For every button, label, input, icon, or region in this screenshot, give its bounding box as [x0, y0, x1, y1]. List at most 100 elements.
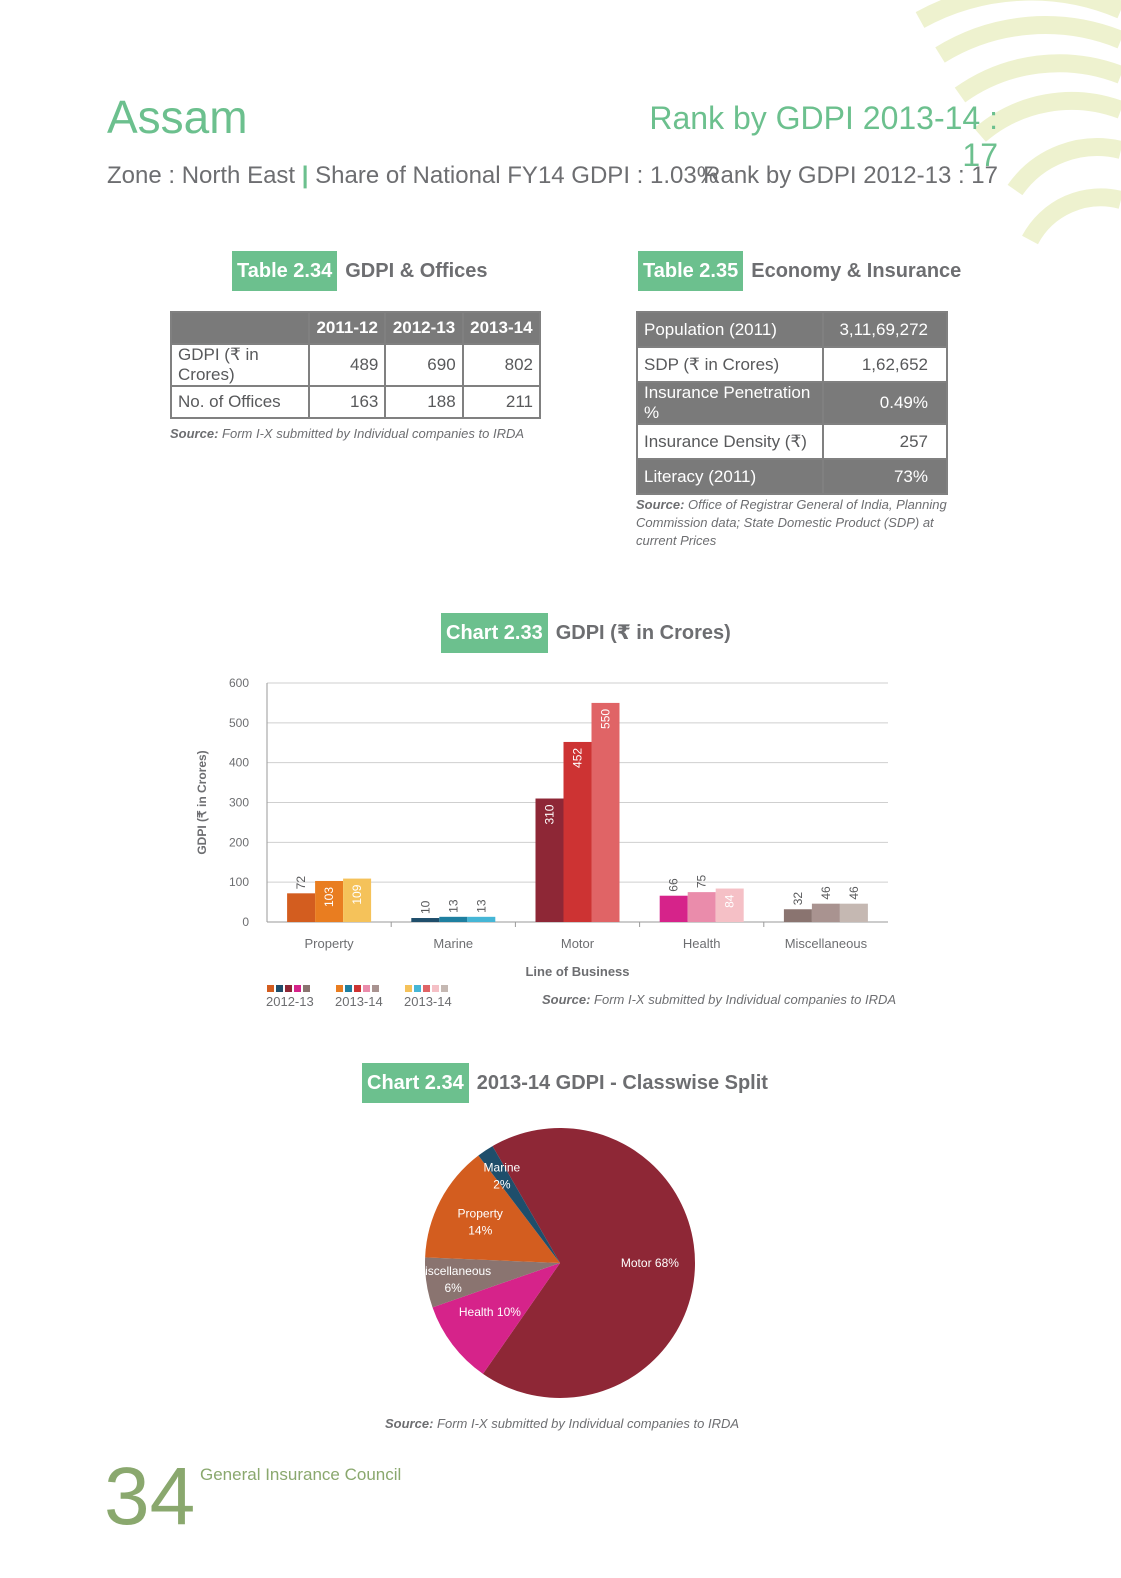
- bar-data-label: 72: [294, 876, 308, 890]
- pie-slice-label: Marine 2%: [484, 1161, 521, 1192]
- source-text: Form I-X submitted by Individual compani…: [222, 426, 525, 441]
- bar-chart-source: Source: Form I-X submitted by Individual…: [542, 991, 896, 1009]
- separator: |: [301, 162, 309, 189]
- x-tick-label: Motor: [561, 936, 595, 951]
- legend-swatch: [405, 985, 412, 992]
- table-gdpi-source: Source: Form I-X submitted by Individual…: [170, 425, 524, 443]
- bar: [783, 909, 812, 922]
- bar-data-label: 46: [819, 886, 833, 900]
- table-header-row: 2011-12 2012-13 2013-14: [170, 311, 542, 345]
- legend-swatch: [285, 985, 292, 992]
- table-gdpi: 2011-12 2012-13 2013-14 GDPI (₹ in Crore…: [170, 311, 542, 419]
- legend-swatch: [294, 985, 301, 992]
- x-axis-title: Line of Business: [525, 964, 629, 979]
- table-cell: 163: [307, 385, 387, 419]
- y-tick-label: 400: [229, 756, 249, 770]
- legend-swatch: [267, 985, 274, 992]
- bar: [563, 741, 592, 922]
- bar-data-label: 103: [322, 887, 336, 907]
- bar: [343, 878, 372, 922]
- decorative-arcs: [915, 0, 1121, 245]
- table-row: GDPI (₹ in Crores) 489 690 802: [170, 343, 542, 387]
- source-text: Form I-X submitted by Individual compani…: [437, 1416, 740, 1431]
- y-tick-label: 200: [229, 835, 249, 849]
- bar-data-label: 84: [723, 894, 737, 908]
- table-header-cell: 2013-14: [461, 311, 542, 345]
- pie-slice-label: Motor 68%: [621, 1256, 679, 1270]
- bar: [839, 903, 868, 922]
- row-label: Population (2011): [636, 311, 824, 348]
- table-economy-caption: Table 2.35 Economy & Insurance: [638, 251, 961, 291]
- table-cell: 802: [461, 343, 542, 387]
- y-tick-label: 0: [242, 915, 249, 929]
- bar: [287, 893, 316, 922]
- y-tick-label: 300: [229, 796, 249, 810]
- legend-swatch: [303, 985, 310, 992]
- legend-swatch: [345, 985, 352, 992]
- pie-slice-label: Miscellaneous 6%: [415, 1264, 491, 1295]
- caption-title: 2013-14 GDPI - Classwise Split: [476, 1072, 768, 1094]
- table-row: Insurance Density (₹) 257: [636, 423, 948, 460]
- pie-chart: Motor 68% Health 10% Miscellaneous 6% Proper…: [415, 1128, 695, 1398]
- x-tick-label: Health: [683, 936, 721, 951]
- row-label: SDP (₹ in Crores): [636, 346, 824, 383]
- legend-swatch: [432, 985, 439, 992]
- legend-swatch: [372, 985, 379, 992]
- bar: [715, 888, 744, 922]
- bar-data-label: 75: [695, 874, 709, 888]
- table-header-cell: 2012-13: [384, 311, 464, 345]
- caption-tag: Chart 2.34: [362, 1063, 469, 1103]
- pie-chart-source: Source: Form I-X submitted by Individual…: [385, 1415, 739, 1433]
- bar: [659, 895, 688, 922]
- row-value: 3,11,69,272: [822, 311, 948, 348]
- legend-label: 2013-14: [335, 994, 383, 1009]
- bar: [591, 702, 620, 922]
- row-value: 73%: [822, 458, 948, 495]
- table-cell: 489: [307, 343, 387, 387]
- table-row: Population (2011) 3,11,69,272: [636, 311, 948, 348]
- y-tick-label: 600: [229, 676, 249, 690]
- row-value: 0.49%: [822, 381, 948, 425]
- caption-tag: Table 2.35: [638, 251, 744, 291]
- legend-label: 2012-13: [266, 994, 314, 1009]
- pie-slice: [425, 1155, 560, 1263]
- bar-data-label: 310: [543, 804, 557, 824]
- y-axis-title: GDPI (₹ in Crores): [195, 750, 209, 854]
- table-economy: Population (2011) 3,11,69,272 SDP (₹ in …: [636, 311, 948, 495]
- source-text: Office of Registrar General of India, Pl…: [636, 497, 947, 548]
- caption-title: Economy & Insurance: [751, 260, 962, 282]
- bar-chart: 0 100 200 300 400 500 600 Property 72 103 109 Marin…: [195, 676, 888, 1009]
- legend-label: 2013-14: [404, 994, 452, 1009]
- zone-label: Zone : North East: [107, 162, 296, 189]
- table-gdpi-caption: Table 2.34 GDPI & Offices: [232, 251, 488, 291]
- state-title: Assam: [107, 91, 248, 143]
- source-label: Source:: [636, 497, 685, 512]
- row-label: Insurance Penetration %: [636, 381, 824, 425]
- x-tick-label: Miscellaneous: [785, 936, 868, 951]
- row-label: Literacy (2011): [636, 458, 824, 495]
- source-label: Source:: [170, 426, 219, 441]
- pie-slice: [482, 1128, 695, 1398]
- caption-title: GDPI & Offices: [345, 260, 488, 282]
- zone-share-line: Zone : North East | Share of National FY…: [107, 162, 718, 190]
- x-tick-label: Property: [305, 936, 355, 951]
- source-text: Form I-X submitted by Individual compani…: [594, 992, 897, 1007]
- row-value: 1,62,652: [822, 346, 948, 383]
- legend-swatch: [414, 985, 421, 992]
- bar: [687, 892, 716, 922]
- bar-data-label: 32: [791, 892, 805, 906]
- bar: [315, 880, 344, 922]
- bar-data-label: 10: [418, 900, 432, 914]
- y-tick-label: 500: [229, 716, 249, 730]
- footer-organization: General Insurance Council: [200, 1465, 402, 1484]
- rank-previous: Rank by GDPI 2012-13 : 17: [703, 162, 998, 189]
- pie-slice: [425, 1257, 560, 1308]
- bar-data-label: 13: [446, 899, 460, 913]
- bar-data-label: 109: [350, 884, 364, 904]
- bar: [535, 798, 564, 922]
- pie-slice: [432, 1263, 560, 1374]
- table-cell: 690: [384, 343, 464, 387]
- bar-data-label: 13: [474, 899, 488, 913]
- legend-swatch: [354, 985, 361, 992]
- row-value: 257: [822, 423, 948, 460]
